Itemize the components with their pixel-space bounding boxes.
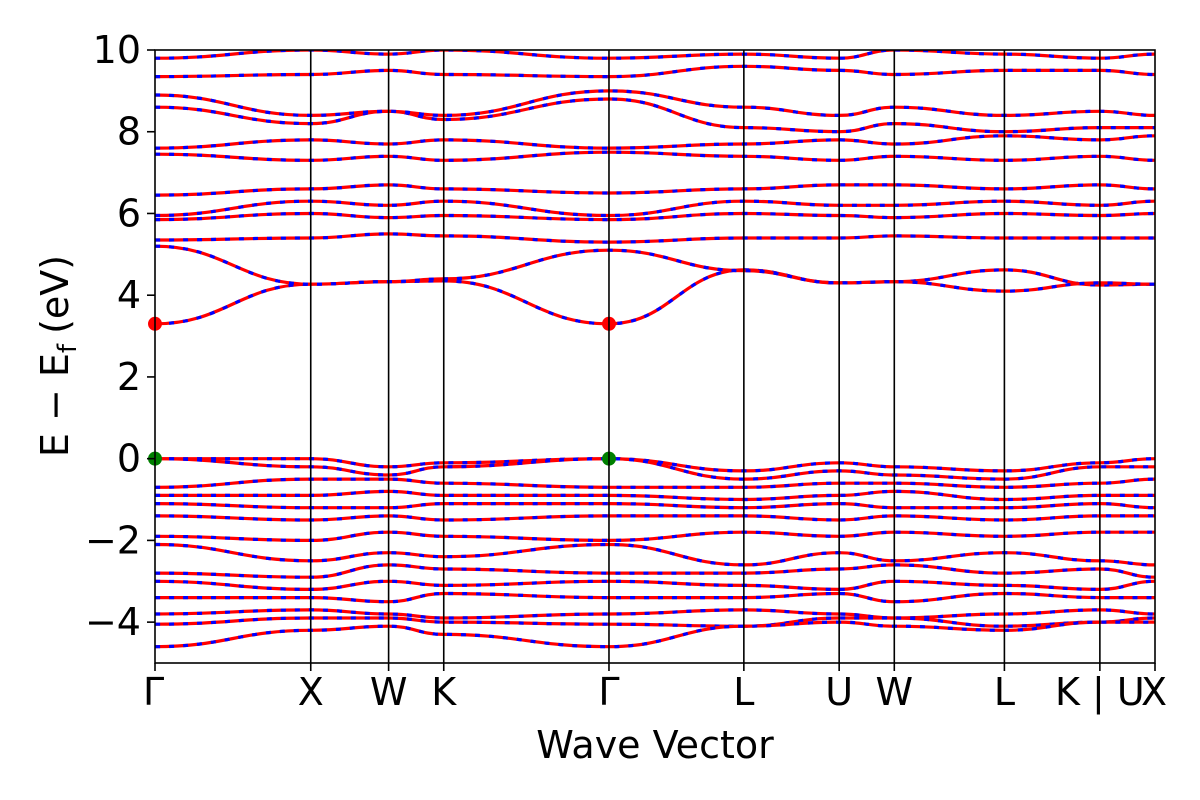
band-down-7: [155, 134, 1155, 150]
y-tick-label: −4: [85, 600, 141, 644]
x-tick-label: K: [431, 670, 457, 714]
y-tick-label: −2: [85, 518, 141, 562]
band-down-5: [155, 183, 1155, 197]
band-down-6: [155, 150, 1155, 162]
band-up-22: [155, 591, 1155, 604]
x-tick-label: L: [733, 670, 754, 714]
x-tick-label: L: [994, 670, 1015, 714]
x-tick-label: K | U: [1055, 670, 1145, 715]
band-up-11: [155, 50, 1155, 60]
y-tick-label: 2: [117, 355, 141, 399]
band-down-15: [155, 489, 1155, 502]
band-down-16: [155, 501, 1155, 510]
band-down-24: [155, 616, 1155, 628]
x-tick-label: W: [876, 670, 914, 714]
x-tick-label: Γ: [143, 670, 164, 714]
band-down-17: [155, 514, 1155, 522]
band-down-12: [155, 457, 1155, 473]
band-down-10: [155, 64, 1155, 79]
band-down-3: [155, 211, 1155, 222]
band-up-13: [155, 457, 1155, 481]
y-axis-label-unit: (eV): [33, 255, 77, 334]
y-axis-label-subscript: f: [53, 343, 83, 353]
band-down-23: [155, 608, 1155, 620]
band-down-8: [155, 97, 1155, 134]
band-down-2: [155, 232, 1155, 244]
y-tick-label: 6: [117, 191, 141, 235]
band-down-25: [155, 620, 1155, 649]
y-axis-ticks: −4 −2 0 2 4 6 8 10: [85, 28, 155, 644]
band-down-14: [155, 477, 1155, 489]
x-tick-label: U: [825, 670, 853, 714]
plot-frame: [154, 49, 1156, 664]
high-symmetry-lines: [309, 50, 1101, 663]
y-tick-label: 8: [117, 110, 141, 154]
y-tick-label: 4: [117, 273, 141, 317]
x-tick-label: X: [1141, 670, 1167, 714]
y-tick-label: 0: [117, 437, 141, 481]
bands-layer: [155, 50, 1155, 649]
band-down-9: [155, 89, 1155, 118]
band-down-18: [155, 530, 1155, 543]
y-tick-label: 10: [93, 28, 141, 72]
band-down-1: [155, 244, 1155, 293]
x-tick-label: Γ: [598, 670, 619, 714]
x-axis-label: Wave Vector: [536, 723, 774, 767]
band-down-4: [155, 199, 1155, 218]
band-down-20: [155, 563, 1155, 579]
y-axis-label-main: E − E: [33, 353, 77, 457]
y-axis-label: E − Ef (eV): [33, 255, 83, 457]
band-down-21: [155, 579, 1155, 592]
x-tick-label: X: [298, 670, 324, 714]
x-tick-label: W: [370, 670, 408, 714]
